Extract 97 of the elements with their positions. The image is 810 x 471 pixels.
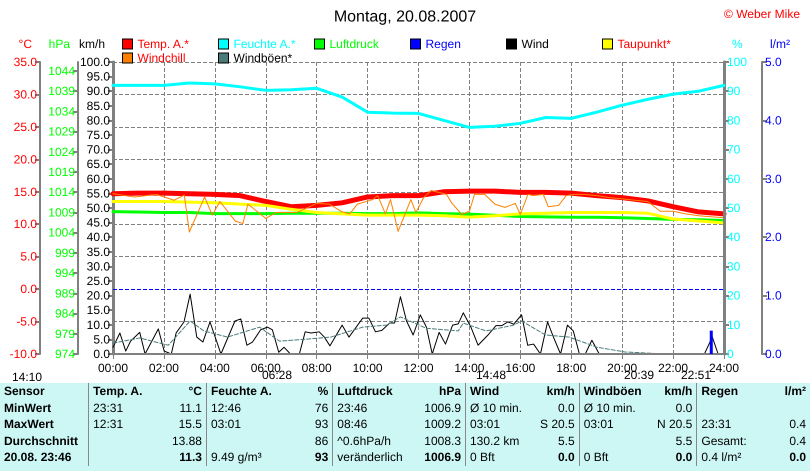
text: 14:10 (12, 370, 42, 384)
y-tick-label: 5.0 (20, 250, 38, 264)
y3-tick-label: 15.0 (86, 303, 110, 318)
y3-tick-label: 20.0 (86, 288, 110, 303)
y-tick-label: 0.0 (20, 282, 38, 296)
y-tick-label: 20 (727, 288, 741, 303)
x-tick-label: 12:00 (403, 361, 434, 375)
y2-axis-title: hPa (48, 37, 70, 51)
y-tick-label: 35.0 (14, 55, 38, 69)
line-series (112, 190, 724, 233)
y2-tick-label: 1029 (48, 124, 76, 139)
x-tick-label: 24:00 (708, 361, 740, 375)
y2-tick-label: 4.0 (765, 113, 782, 128)
y3-tick-label: 25.0 (86, 274, 110, 288)
legend-label: Windböen* (234, 51, 293, 65)
y3-tick-label: 40.0 (86, 230, 110, 244)
y-tick-label: 25.0 (14, 120, 38, 134)
y2-tick-label: 1039 (48, 84, 76, 98)
y2-tick-label: 999 (54, 246, 76, 260)
text: 20.08. 23:46 11.3 9.49 g/m³ 93 veränderlich 1006.9 0 Bft 0.0 0 Bft 0.0 0.4 l/m² 0.0 (4, 450, 806, 464)
legend-label: Feuchte A.* (234, 37, 296, 51)
y3-tick-label: 75.0 (86, 128, 110, 142)
y2-tick-label: 1004 (48, 226, 76, 240)
y2-tick-label: 1014 (48, 185, 76, 200)
chart-title: Montag, 20.08.2007 (334, 8, 476, 26)
x-tick-label: 00:00 (98, 361, 128, 375)
y3-tick-label: 45.0 (86, 216, 110, 230)
y2-tick-label: 1009 (48, 205, 76, 220)
y2-axis-title: l/m² (770, 37, 790, 51)
line-series (112, 200, 726, 224)
y3-tick-label: 5.0 (93, 332, 110, 346)
y2-tick-label: 1034 (48, 104, 76, 118)
x-tick-label: 18:00 (556, 361, 587, 375)
line-series (112, 82, 726, 129)
y-tick-label: 10 (727, 318, 741, 332)
y-tick-label: -10.0 (10, 347, 38, 361)
y-tick-label: -5.0 (16, 314, 38, 329)
y3-tick-label: 100.0 (80, 55, 110, 69)
text: © Weber Mike (724, 7, 800, 21)
line-series (112, 294, 719, 354)
y-tick-label: 90 (727, 84, 741, 98)
y2-tick-label: 5.0 (765, 55, 782, 69)
y2-tick-label: 974 (54, 347, 76, 361)
y2-tick-label: 1019 (48, 165, 76, 180)
y3-tick-label: 10.0 (86, 318, 110, 332)
y3-tick-label: 55.0 (86, 186, 110, 200)
text: Durchschnitt 13.88 86 ^0.6hPa/h 1008.3 130.2 km 5.5 5.5 Gesamt: 0.4 (4, 434, 806, 448)
y2-tick-label: 1.0 (765, 288, 782, 303)
y-tick-label: 30.0 (14, 87, 38, 102)
y3-tick-label: 30.0 (86, 259, 110, 274)
y2-tick-label: 2.0 (765, 230, 782, 244)
y-tick-label: 60 (727, 172, 741, 186)
y-tick-label: 40 (727, 230, 741, 244)
y2-tick-label: 994 (54, 266, 76, 280)
y3-axis-title: km/h (78, 37, 105, 51)
y3-tick-label: 90.0 (86, 84, 110, 98)
y2-tick-label: 3.0 (765, 172, 782, 186)
y3-tick-label: 65.0 (86, 157, 110, 172)
y-tick-label: 15.0 (14, 184, 38, 199)
y2-tick-label: 1044 (48, 64, 76, 78)
y2-tick-label: 984 (54, 306, 76, 321)
y-tick-label: 70 (727, 142, 741, 157)
y2-tick-label: 979 (54, 326, 76, 341)
y3-tick-label: 70.0 (86, 142, 110, 157)
y2-tick-label: 1024 (48, 144, 76, 159)
y-tick-label: 10.0 (14, 217, 38, 232)
legend-label: Wind (522, 37, 549, 51)
y3-tick-label: 85.0 (86, 98, 110, 113)
x-tick-label: 16:00 (505, 361, 536, 375)
y3-tick-label: 0.0 (93, 347, 110, 361)
y3-tick-label: 50.0 (86, 201, 110, 215)
y-tick-label: 30 (727, 259, 741, 274)
y3-tick-label: 35.0 (86, 244, 110, 259)
legend-label: Regen (426, 37, 461, 51)
y-tick-label: 20.0 (14, 152, 38, 166)
y-tick-label: 100 (727, 55, 748, 69)
legend-label: Luftdruck (330, 37, 380, 51)
text: MinWert 23:31 11.1 12:46 76 23:46 1006.9 Ø 10 min. 0.0 Ø 10 min. 0.0 (4, 400, 692, 415)
y-axis-title: % (732, 37, 743, 51)
legend-label: Taupunkt* (618, 37, 672, 51)
legend-label: Temp. A.* (138, 37, 190, 51)
y3-tick-label: 95.0 (86, 70, 110, 84)
y2-tick-label: 0.0 (765, 347, 782, 361)
y3-tick-label: 60.0 (86, 172, 110, 186)
x-tick-label: 02:00 (148, 361, 180, 375)
text: Sensor Temp. A. °C Feuchte A. % Luftdruck hPa Wind km/h Windböen km/h Regen l/m² (4, 384, 806, 398)
y-tick-label: 0 (727, 347, 734, 361)
y3-tick-label: 80.0 (86, 113, 110, 128)
x-tick-label: 08:00 (302, 361, 332, 375)
y-tick-label: 80 (727, 113, 741, 128)
x-tick-label: 04:00 (200, 361, 230, 375)
y-axis-title: °C (18, 37, 32, 51)
text: MaxWert 12:31 15.5 03:01 93 08:46 1009.2 03:01 S 20.5 03:01 N 20.5 23:31 0.4 (4, 417, 806, 432)
y2-tick-label: 989 (54, 286, 76, 300)
x-tick-label: 10:00 (352, 361, 383, 375)
legend-label: Windchill (138, 51, 186, 65)
y-tick-label: 50 (727, 201, 741, 215)
